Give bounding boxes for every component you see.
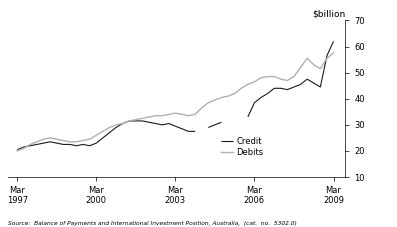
Debits [160,114,164,117]
Debits [127,120,131,122]
Credit [35,143,39,146]
Credit [81,143,85,146]
Credit [74,144,79,147]
Debits [133,118,138,121]
Debits [186,114,191,117]
Credit [146,121,151,123]
Credit [21,146,26,148]
Debits [311,63,316,66]
Credit [193,130,197,133]
Credit [100,136,105,139]
Debits [318,67,323,70]
Debits [81,139,85,142]
Debits [331,52,336,54]
Credit [67,143,72,146]
Debits [114,123,118,126]
Debits [28,143,33,146]
Debits [48,136,52,139]
Debits [232,92,237,95]
Credit [179,127,184,130]
Debits [206,101,211,104]
Debits [41,138,46,141]
Debits [265,75,270,78]
Debits [67,141,72,143]
Debits [305,57,310,60]
Credit [114,126,118,129]
Debits [15,150,19,152]
Debits [225,95,230,98]
Credit [186,130,191,133]
Debits [325,57,330,60]
Credit [173,125,178,128]
Debits [146,116,151,118]
Debits [252,80,257,83]
Debits [285,79,290,82]
Debits [298,66,303,69]
Credit [160,123,164,126]
Credit [61,143,66,146]
Debits [120,122,125,125]
Debits [199,106,204,109]
Line: Debits: Debits [17,53,333,151]
Legend: Credit, Debits: Credit, Debits [218,133,267,160]
Debits [140,117,145,120]
Debits [193,113,197,116]
Credit [133,120,138,122]
Credit [28,144,33,147]
Debits [212,99,217,101]
Debits [219,96,224,99]
Debits [166,113,171,116]
Credit [87,144,92,147]
Credit [15,148,19,151]
Credit [120,122,125,125]
Credit [94,142,98,145]
Credit [41,142,46,145]
Debits [54,138,59,141]
Debits [35,141,39,143]
Credit [127,120,131,122]
Debits [61,139,66,142]
Debits [107,126,112,129]
Debits [292,75,297,78]
Debits [179,113,184,116]
Credit [140,120,145,122]
Credit [54,142,59,145]
Debits [239,87,244,90]
Debits [74,141,79,143]
Debits [245,83,250,86]
Debits [153,114,158,117]
Debits [21,147,26,150]
Credit [48,141,52,143]
Credit [166,122,171,125]
Text: Source:  Balance of Payments and International Investment Position, Australia,  : Source: Balance of Payments and Internat… [8,221,297,226]
Text: $billion: $billion [312,10,345,19]
Line: Credit: Credit [17,121,195,150]
Debits [278,78,283,81]
Credit [153,122,158,125]
Credit [107,131,112,134]
Debits [87,138,92,141]
Debits [94,134,98,137]
Debits [272,75,277,78]
Debits [258,76,263,79]
Debits [100,130,105,133]
Debits [173,112,178,114]
